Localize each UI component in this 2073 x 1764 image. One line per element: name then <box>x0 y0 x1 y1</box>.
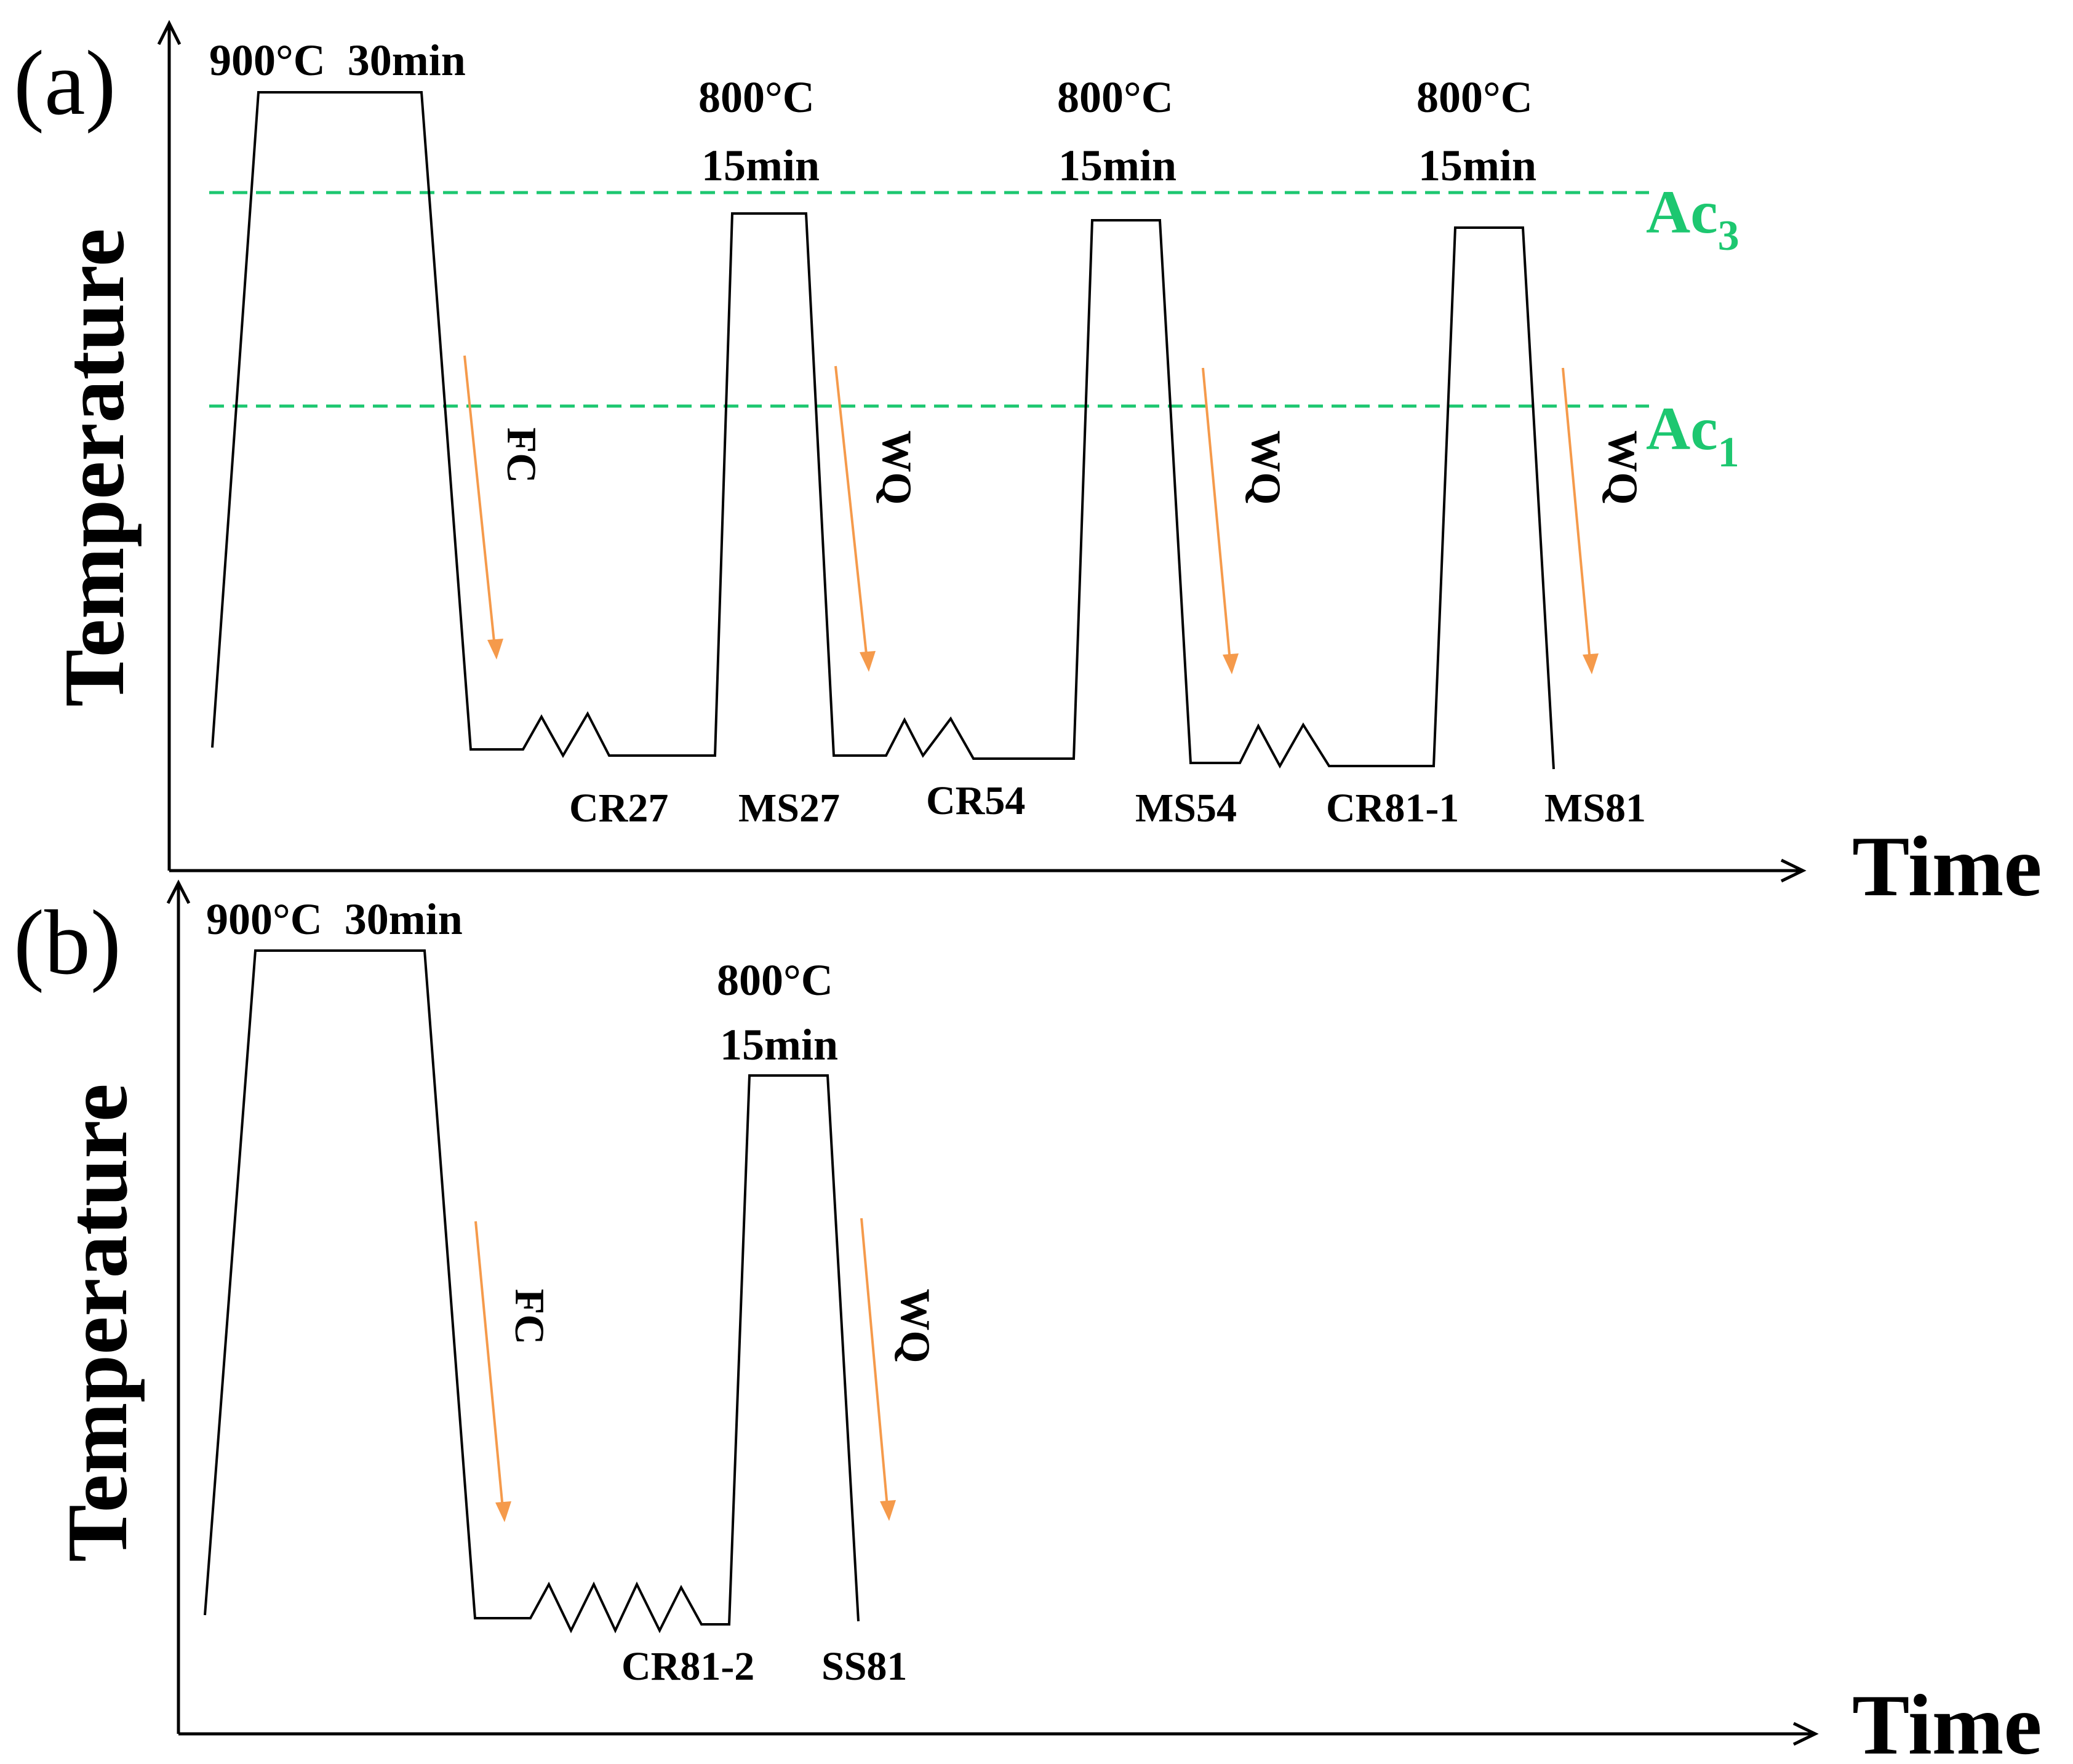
ac1-label: Ac1 <box>1646 394 1739 476</box>
cooling-arrow <box>463 355 497 654</box>
panel-a-axes <box>157 20 1807 883</box>
panel-b-step-temp-label: 800°C <box>717 956 833 1005</box>
cooling-label-wq: WQ <box>1600 431 1647 505</box>
ac3-label: Ac3 <box>1646 178 1739 260</box>
cooling-arrow-head <box>1223 653 1239 674</box>
panel-a-label: (a) <box>14 32 116 134</box>
sample-label-cr81-2: CR81-2 <box>621 1644 754 1689</box>
cooling-label-wq: WQ <box>1243 431 1290 505</box>
panel-b-heat-treatment-curve <box>204 949 860 1634</box>
panel-b-austenitize-label: 900°C 30min <box>206 895 463 944</box>
panel-b-cooling-arrows <box>474 1218 896 1522</box>
cooling-arrow <box>1562 367 1592 668</box>
cooling-arrow <box>860 1218 889 1514</box>
cooling-arrow <box>474 1221 505 1515</box>
step2-temp-label: 800°C <box>1057 73 1173 122</box>
panel-a-y-arrowhead <box>157 20 182 46</box>
panel-b-step-time-label: 15min <box>720 1020 838 1069</box>
cooling-label-fc: FC <box>498 428 545 484</box>
cooling-arrow-head <box>487 639 503 660</box>
panel-a: (a) Temperature Time Ac3 Ac1 900°C 30min… <box>14 20 2042 914</box>
cooling-arrow <box>1202 367 1232 668</box>
step1-temp-label: 800°C <box>698 73 815 122</box>
panel-b-x-axis-title: Time <box>1852 1677 2042 1764</box>
panel-a-heat-treatment-curve <box>211 91 1555 770</box>
sample-label-cr54: CR54 <box>926 778 1025 823</box>
sample-label-ms27: MS27 <box>738 786 840 831</box>
cooling-arrow-head <box>1583 653 1599 674</box>
panel-b-x-arrowhead <box>1792 1722 1819 1746</box>
panel-a-x-axis-title: Time <box>1852 819 2042 914</box>
panel-a-austenitize-label: 900°C 30min <box>209 36 466 85</box>
sample-label-ms81: MS81 <box>1544 786 1646 831</box>
panel-a-x-arrowhead <box>1780 858 1807 883</box>
cooling-label-wq: WQ <box>892 1289 939 1363</box>
sample-label-cr27: CR27 <box>569 786 668 831</box>
cooling-arrow-head <box>880 1500 896 1521</box>
cooling-label-fc: FC <box>506 1289 553 1345</box>
sample-label-ss81: SS81 <box>821 1644 907 1689</box>
step3-temp-label: 800°C <box>1416 73 1533 122</box>
cooling-arrow-head <box>860 651 876 672</box>
step1-time-label: 15min <box>701 141 820 190</box>
panel-b-y-axis-title: Temperature <box>50 1084 145 1562</box>
panel-b: (b) Temperature Time 900°C 30min 800°C 1… <box>14 879 2042 1764</box>
panel-b-y-arrowhead <box>166 879 191 904</box>
step2-time-label: 15min <box>1058 141 1176 190</box>
cooling-label-wq: WQ <box>874 431 921 505</box>
sample-label-cr81-1: CR81-1 <box>1326 786 1459 831</box>
step3-time-label: 15min <box>1418 141 1536 190</box>
cooling-arrow-head <box>495 1501 511 1522</box>
panel-a-cooling-arrows <box>463 355 1599 674</box>
cooling-arrow <box>834 365 869 666</box>
sample-label-ms54: MS54 <box>1135 786 1237 831</box>
panel-b-label: (b) <box>14 892 121 994</box>
panel-b-axes <box>166 879 1819 1746</box>
panel-a-y-axis-title: Temperature <box>47 228 142 707</box>
